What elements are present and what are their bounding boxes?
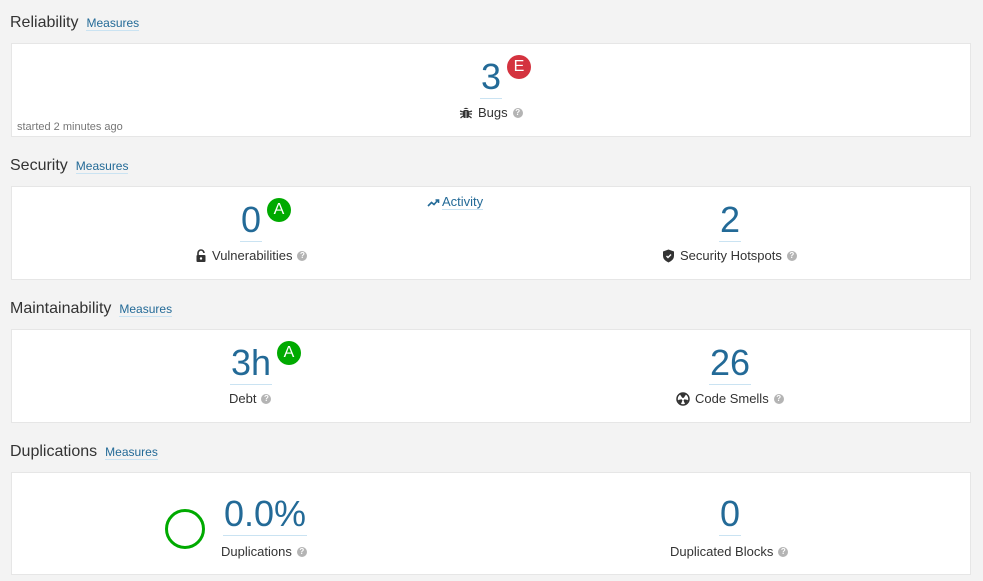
duplications-title: Duplications xyxy=(10,443,98,460)
debt-label: Debt ? xyxy=(229,391,272,406)
duplications-label: Duplications ? xyxy=(221,544,307,559)
code-smell-icon xyxy=(676,391,690,406)
duplicated-blocks-label: Duplicated Blocks ? xyxy=(670,544,789,559)
maintainability-title: Maintainability xyxy=(10,300,112,317)
trend-up-icon xyxy=(427,198,440,207)
vulnerabilities-value[interactable]: 0 xyxy=(240,199,263,242)
security-title: Security xyxy=(10,157,68,174)
analysis-started-text: started 2 minutes ago xyxy=(17,121,123,133)
activity-link-text: Activity xyxy=(442,194,484,210)
vulnerabilities-rating-badge[interactable]: A xyxy=(267,198,291,222)
duplications-card: 0.0% Duplications ? 0 Duplicated Blocks … xyxy=(11,472,971,575)
help-icon[interactable]: ? xyxy=(512,107,523,118)
help-icon[interactable]: ? xyxy=(297,250,308,261)
duplicated-blocks-label-text: Duplicated Blocks xyxy=(670,544,774,559)
code-smells-label-text: Code Smells xyxy=(695,391,769,406)
bug-icon xyxy=(459,107,473,118)
maintainability-card: 3h A Debt ? 26 Code Smells ? xyxy=(11,329,971,423)
reliability-title: Reliability xyxy=(10,14,79,31)
help-icon[interactable]: ? xyxy=(773,393,784,404)
duplications-measures-link[interactable]: Measures xyxy=(105,445,158,460)
maintainability-header: Maintainability Measures xyxy=(10,300,173,318)
help-icon[interactable]: ? xyxy=(296,546,307,557)
vulnerabilities-label: Vulnerabilities ? xyxy=(195,248,308,263)
help-icon[interactable]: ? xyxy=(786,250,797,261)
hotspots-label-text: Security Hotspots xyxy=(680,248,782,263)
help-icon[interactable]: ? xyxy=(261,393,272,404)
bugs-value[interactable]: 3 xyxy=(480,56,503,99)
help-icon[interactable]: ? xyxy=(778,546,789,557)
reliability-card: 3 E Bugs ? started 2 minutes ago xyxy=(11,43,971,137)
security-measures-link[interactable]: Measures xyxy=(75,159,129,174)
bugs-metric: 3 xyxy=(480,56,503,99)
debt-label-text: Debt xyxy=(229,391,257,406)
vulnerabilities-label-text: Vulnerabilities xyxy=(212,248,293,263)
shield-icon xyxy=(663,249,674,262)
bugs-label: Bugs ? xyxy=(459,105,523,120)
code-smells-value[interactable]: 26 xyxy=(709,342,752,385)
debt-value[interactable]: 3h xyxy=(230,342,273,385)
duplicated-blocks-value[interactable]: 0 xyxy=(719,493,742,536)
activity-link[interactable]: Activity xyxy=(427,194,484,210)
duplications-value[interactable]: 0.0% xyxy=(223,493,308,536)
maintainability-measures-link[interactable]: Measures xyxy=(119,302,173,317)
reliability-measures-link[interactable]: Measures xyxy=(86,16,140,31)
duplications-label-text: Duplications xyxy=(221,544,292,559)
security-header: Security Measures xyxy=(10,157,129,175)
duplications-metric: 0.0% xyxy=(223,493,308,536)
duplications-header: Duplications Measures xyxy=(10,443,158,461)
reliability-header: Reliability Measures xyxy=(10,14,140,32)
code-smells-label: Code Smells ? xyxy=(676,391,784,406)
vulnerabilities-metric: 0 xyxy=(240,199,263,242)
duplications-ring-icon xyxy=(165,509,205,549)
hotspots-label: Security Hotspots ? xyxy=(662,248,797,263)
hotspots-value[interactable]: 2 xyxy=(719,199,742,242)
bugs-label-text: Bugs xyxy=(478,105,508,120)
duplicated-blocks-metric: 0 xyxy=(719,493,742,536)
hotspots-metric: 2 xyxy=(719,199,742,242)
security-card: 0 A Vulnerabilities ? Activity 2 Securit… xyxy=(11,186,971,280)
unlock-icon xyxy=(196,248,206,262)
code-smells-metric: 26 xyxy=(709,342,752,385)
debt-metric: 3h xyxy=(230,342,273,385)
bugs-rating-badge[interactable]: E xyxy=(507,55,531,79)
debt-rating-badge[interactable]: A xyxy=(277,341,301,365)
